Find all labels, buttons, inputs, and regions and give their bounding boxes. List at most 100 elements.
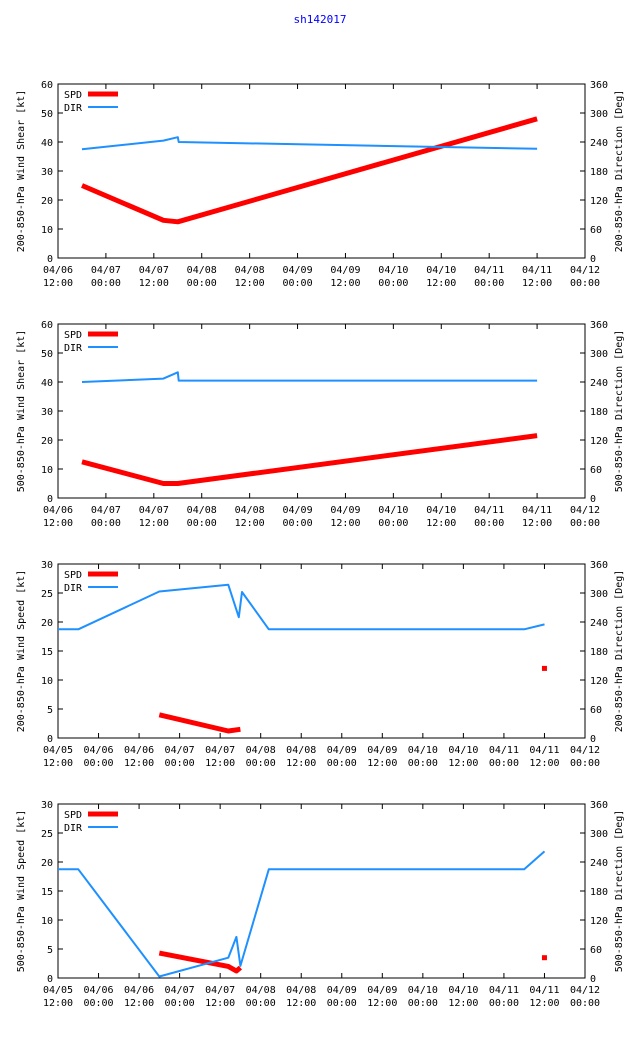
- spd-series-line: [81, 116, 538, 225]
- x-tick-label-time: 00:00: [83, 998, 113, 1009]
- y-tick-label-right: 0: [590, 494, 596, 505]
- x-tick-label-date: 04/06: [124, 745, 154, 756]
- plot-frame: [57, 323, 586, 499]
- legend-label-dir: DIR: [64, 343, 83, 354]
- x-tick-label-time: 12:00: [448, 758, 478, 769]
- x-tick-label-date: 04/11: [474, 505, 504, 516]
- legend-label-dir: DIR: [64, 823, 83, 834]
- x-tick-label-time: 12:00: [367, 998, 397, 1009]
- y-tick-label-right: 60: [590, 465, 602, 476]
- x-tick-label-date: 04/08: [246, 985, 276, 996]
- x-tick-label-time: 00:00: [489, 758, 519, 769]
- y-axis-label-left: 500-850-hPa Wind Shear [kt]: [16, 330, 27, 493]
- x-tick-label-date: 04/07: [165, 985, 195, 996]
- y-axis-label-left: 500-850-hPa Wind Speed [kt]: [16, 810, 27, 973]
- x-tick-label-date: 04/09: [330, 265, 360, 276]
- y-tick-label-left: 30: [41, 800, 53, 811]
- spd-series-line: [158, 950, 243, 974]
- x-tick-label-time: 12:00: [286, 758, 316, 769]
- y-tick-label-left: 50: [41, 349, 53, 360]
- x-tick-label-date: 04/05: [43, 985, 73, 996]
- x-tick-label-time: 12:00: [426, 278, 456, 289]
- page-title: sh142017: [293, 13, 347, 26]
- x-tick-label-date: 04/06: [83, 985, 113, 996]
- legend-label-spd: SPD: [64, 570, 82, 581]
- x-tick-label-time: 00:00: [327, 758, 357, 769]
- x-tick-label-time: 00:00: [474, 518, 504, 529]
- x-tick-label-time: 12:00: [448, 998, 478, 1009]
- x-tick-label-date: 04/10: [408, 985, 438, 996]
- x-tick-label-time: 00:00: [570, 758, 600, 769]
- x-tick-label-time: 12:00: [235, 278, 265, 289]
- x-tick-label-date: 04/11: [474, 265, 504, 276]
- x-tick-label-time: 12:00: [235, 518, 265, 529]
- y-tick-label-right: 180: [590, 647, 608, 658]
- x-tick-label-date: 04/11: [522, 265, 552, 276]
- y-tick-label-right: 180: [590, 167, 608, 178]
- x-tick-label-date: 04/06: [43, 265, 73, 276]
- y-tick-label-right: 120: [590, 436, 608, 447]
- y-tick-label-left: 20: [41, 436, 53, 447]
- y-axis-label-right: 200-850-hPa Direction [Deg]: [614, 90, 625, 253]
- y-tick-label-right: 0: [590, 974, 596, 985]
- x-tick-label-date: 04/09: [282, 265, 312, 276]
- x-tick-label-time: 00:00: [91, 278, 121, 289]
- y-tick-label-left: 20: [41, 858, 53, 869]
- x-tick-label-date: 04/06: [43, 505, 73, 516]
- x-tick-label-time: 12:00: [286, 998, 316, 1009]
- x-tick-label-date: 04/11: [529, 985, 559, 996]
- x-tick-label-time: 12:00: [124, 758, 154, 769]
- dir-series-line: [81, 371, 538, 383]
- y-tick-label-left: 0: [47, 974, 53, 985]
- x-tick-label-date: 04/10: [408, 745, 438, 756]
- x-tick-label-time: 12:00: [43, 278, 73, 289]
- legend-label-dir: DIR: [64, 583, 83, 594]
- y-axis-label-right: 200-850-hPa Direction [Deg]: [614, 570, 625, 733]
- y-tick-label-right: 180: [590, 887, 608, 898]
- x-tick-label-time: 00:00: [83, 758, 113, 769]
- y-tick-label-left: 5: [47, 945, 53, 956]
- x-tick-label-time: 12:00: [522, 278, 552, 289]
- y-tick-label-right: 60: [590, 705, 602, 716]
- x-tick-label-time: 12:00: [205, 758, 235, 769]
- x-tick-label-time: 00:00: [378, 518, 408, 529]
- x-tick-label-time: 12:00: [205, 998, 235, 1009]
- y-tick-label-right: 0: [590, 734, 596, 745]
- x-tick-label-date: 04/08: [286, 985, 316, 996]
- x-tick-label-time: 00:00: [378, 278, 408, 289]
- y-tick-label-right: 240: [590, 618, 608, 629]
- y-axis-label-right: 500-850-hPa Direction [Deg]: [614, 330, 625, 493]
- x-tick-label-date: 04/12: [570, 505, 600, 516]
- x-tick-label-date: 04/11: [489, 745, 519, 756]
- y-tick-label-left: 0: [47, 494, 53, 505]
- x-tick-label-time: 12:00: [426, 518, 456, 529]
- x-tick-label-date: 04/06: [83, 745, 113, 756]
- y-tick-label-left: 10: [41, 676, 53, 687]
- y-tick-label-left: 30: [41, 167, 53, 178]
- x-tick-label-date: 04/12: [570, 265, 600, 276]
- y-tick-label-right: 120: [590, 676, 608, 687]
- x-tick-label-date: 04/08: [187, 505, 217, 516]
- x-tick-label-date: 04/11: [522, 505, 552, 516]
- legend-label-dir: DIR: [64, 103, 83, 114]
- x-tick-label-time: 00:00: [282, 518, 312, 529]
- y-tick-label-right: 240: [590, 138, 608, 149]
- y-tick-label-right: 300: [590, 589, 608, 600]
- x-tick-label-time: 12:00: [43, 518, 73, 529]
- dir-series-line: [81, 136, 538, 151]
- x-tick-label-time: 00:00: [246, 998, 276, 1009]
- x-tick-label-date: 04/10: [426, 265, 456, 276]
- x-tick-label-time: 12:00: [330, 518, 360, 529]
- x-tick-label-date: 04/07: [205, 985, 235, 996]
- y-tick-label-left: 25: [41, 589, 53, 600]
- y-tick-label-right: 180: [590, 407, 608, 418]
- y-tick-label-right: 120: [590, 196, 608, 207]
- x-tick-label-date: 04/09: [327, 745, 357, 756]
- x-tick-label-time: 12:00: [529, 758, 559, 769]
- y-tick-label-left: 25: [41, 829, 53, 840]
- x-tick-label-time: 00:00: [570, 518, 600, 529]
- y-tick-label-right: 360: [590, 560, 608, 571]
- y-tick-label-right: 60: [590, 225, 602, 236]
- y-tick-label-right: 300: [590, 349, 608, 360]
- y-tick-label-right: 360: [590, 80, 608, 91]
